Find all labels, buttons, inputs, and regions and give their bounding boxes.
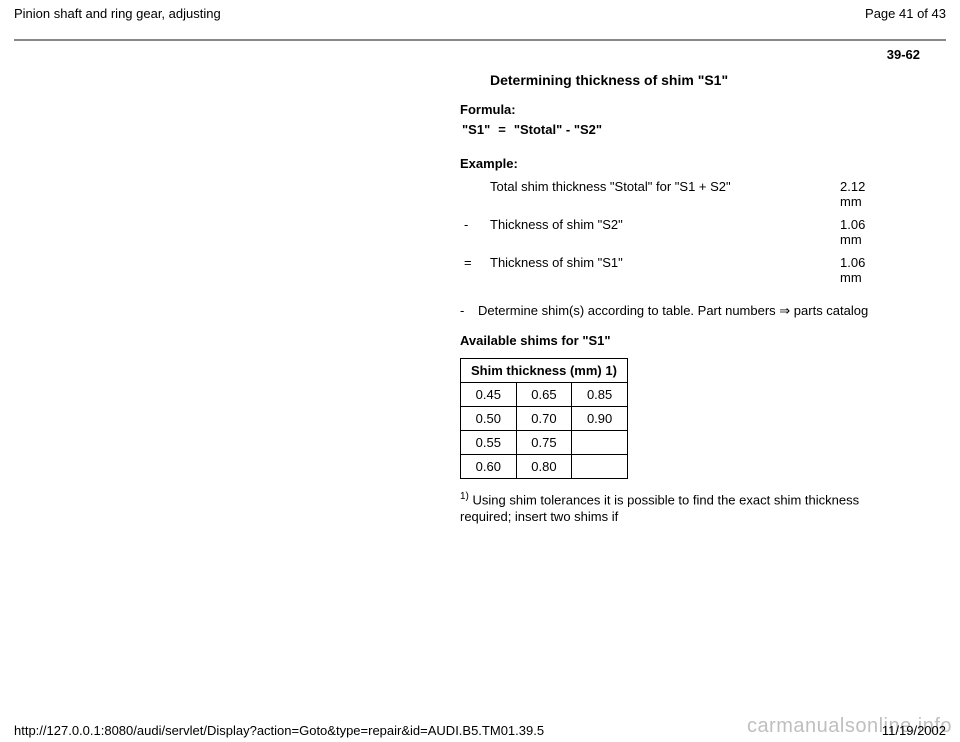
row-symbol: = xyxy=(460,251,486,289)
table-row: 0.60 0.80 xyxy=(461,455,628,479)
formula: "S1" = "Stotal" - "S2" xyxy=(460,117,610,142)
table-row: 0.45 0.65 0.85 xyxy=(461,383,628,407)
footer-url: http://127.0.0.1:8080/audi/servlet/Displ… xyxy=(14,723,544,738)
footnote: 1) Using shim tolerances it is possible … xyxy=(460,491,890,525)
row-value: 1.06 mm xyxy=(836,213,890,251)
cell xyxy=(572,431,628,455)
cell: 0.65 xyxy=(516,383,572,407)
cell: 0.70 xyxy=(516,407,572,431)
row-symbol: - xyxy=(460,213,486,251)
doc-title: Pinion shaft and ring gear, adjusting xyxy=(14,6,221,21)
footnote-text: Using shim tolerances it is possible to … xyxy=(460,493,859,524)
bullet-dash: - xyxy=(460,303,478,319)
cell: 0.90 xyxy=(572,407,628,431)
row-desc: Total shim thickness "Stotal" for "S1 + … xyxy=(486,175,836,213)
footnote-sup: 1) xyxy=(460,491,469,502)
row-desc: Thickness of shim "S1" xyxy=(486,251,836,289)
page-info: Page 41 of 43 xyxy=(865,6,946,21)
row-value: 1.06 mm xyxy=(836,251,890,289)
row-desc: Thickness of shim "S2" xyxy=(486,213,836,251)
divider xyxy=(14,39,946,41)
formula-lhs: "S1" xyxy=(462,119,496,140)
cell: 0.50 xyxy=(461,407,517,431)
cell: 0.75 xyxy=(516,431,572,455)
cell: 0.45 xyxy=(461,383,517,407)
section-title: Determining thickness of shim "S1" xyxy=(490,72,890,88)
bullet-item: - Determine shim(s) according to table. … xyxy=(460,303,890,319)
table-row: Total shim thickness "Stotal" for "S1 + … xyxy=(460,175,890,213)
cell: 0.85 xyxy=(572,383,628,407)
shims-header: Shim thickness (mm) 1) xyxy=(461,359,628,383)
cell: 0.60 xyxy=(461,455,517,479)
row-symbol xyxy=(460,175,486,213)
row-value: 2.12 mm xyxy=(836,175,890,213)
cell: 0.80 xyxy=(516,455,572,479)
table-row: 0.50 0.70 0.90 xyxy=(461,407,628,431)
available-shims-title: Available shims for "S1" xyxy=(460,333,890,348)
page-reference: 39-62 xyxy=(0,47,960,62)
content: Determining thickness of shim "S1" Formu… xyxy=(460,72,890,525)
example-label: Example: xyxy=(460,156,890,171)
table-row: = Thickness of shim "S1" 1.06 mm xyxy=(460,251,890,289)
table-row: 0.55 0.75 xyxy=(461,431,628,455)
table-row: - Thickness of shim "S2" 1.06 mm xyxy=(460,213,890,251)
shims-table: Shim thickness (mm) 1) 0.45 0.65 0.85 0.… xyxy=(460,358,628,479)
formula-eq: = xyxy=(498,119,512,140)
bullet-text: Determine shim(s) according to table. Pa… xyxy=(478,303,890,319)
cell: 0.55 xyxy=(461,431,517,455)
formula-label: Formula: xyxy=(460,102,890,117)
footer-date: 11/19/2002 xyxy=(882,723,946,738)
formula-rhs: "Stotal" - "S2" xyxy=(514,119,608,140)
cell xyxy=(572,455,628,479)
example-table: Total shim thickness "Stotal" for "S1 + … xyxy=(460,175,890,289)
